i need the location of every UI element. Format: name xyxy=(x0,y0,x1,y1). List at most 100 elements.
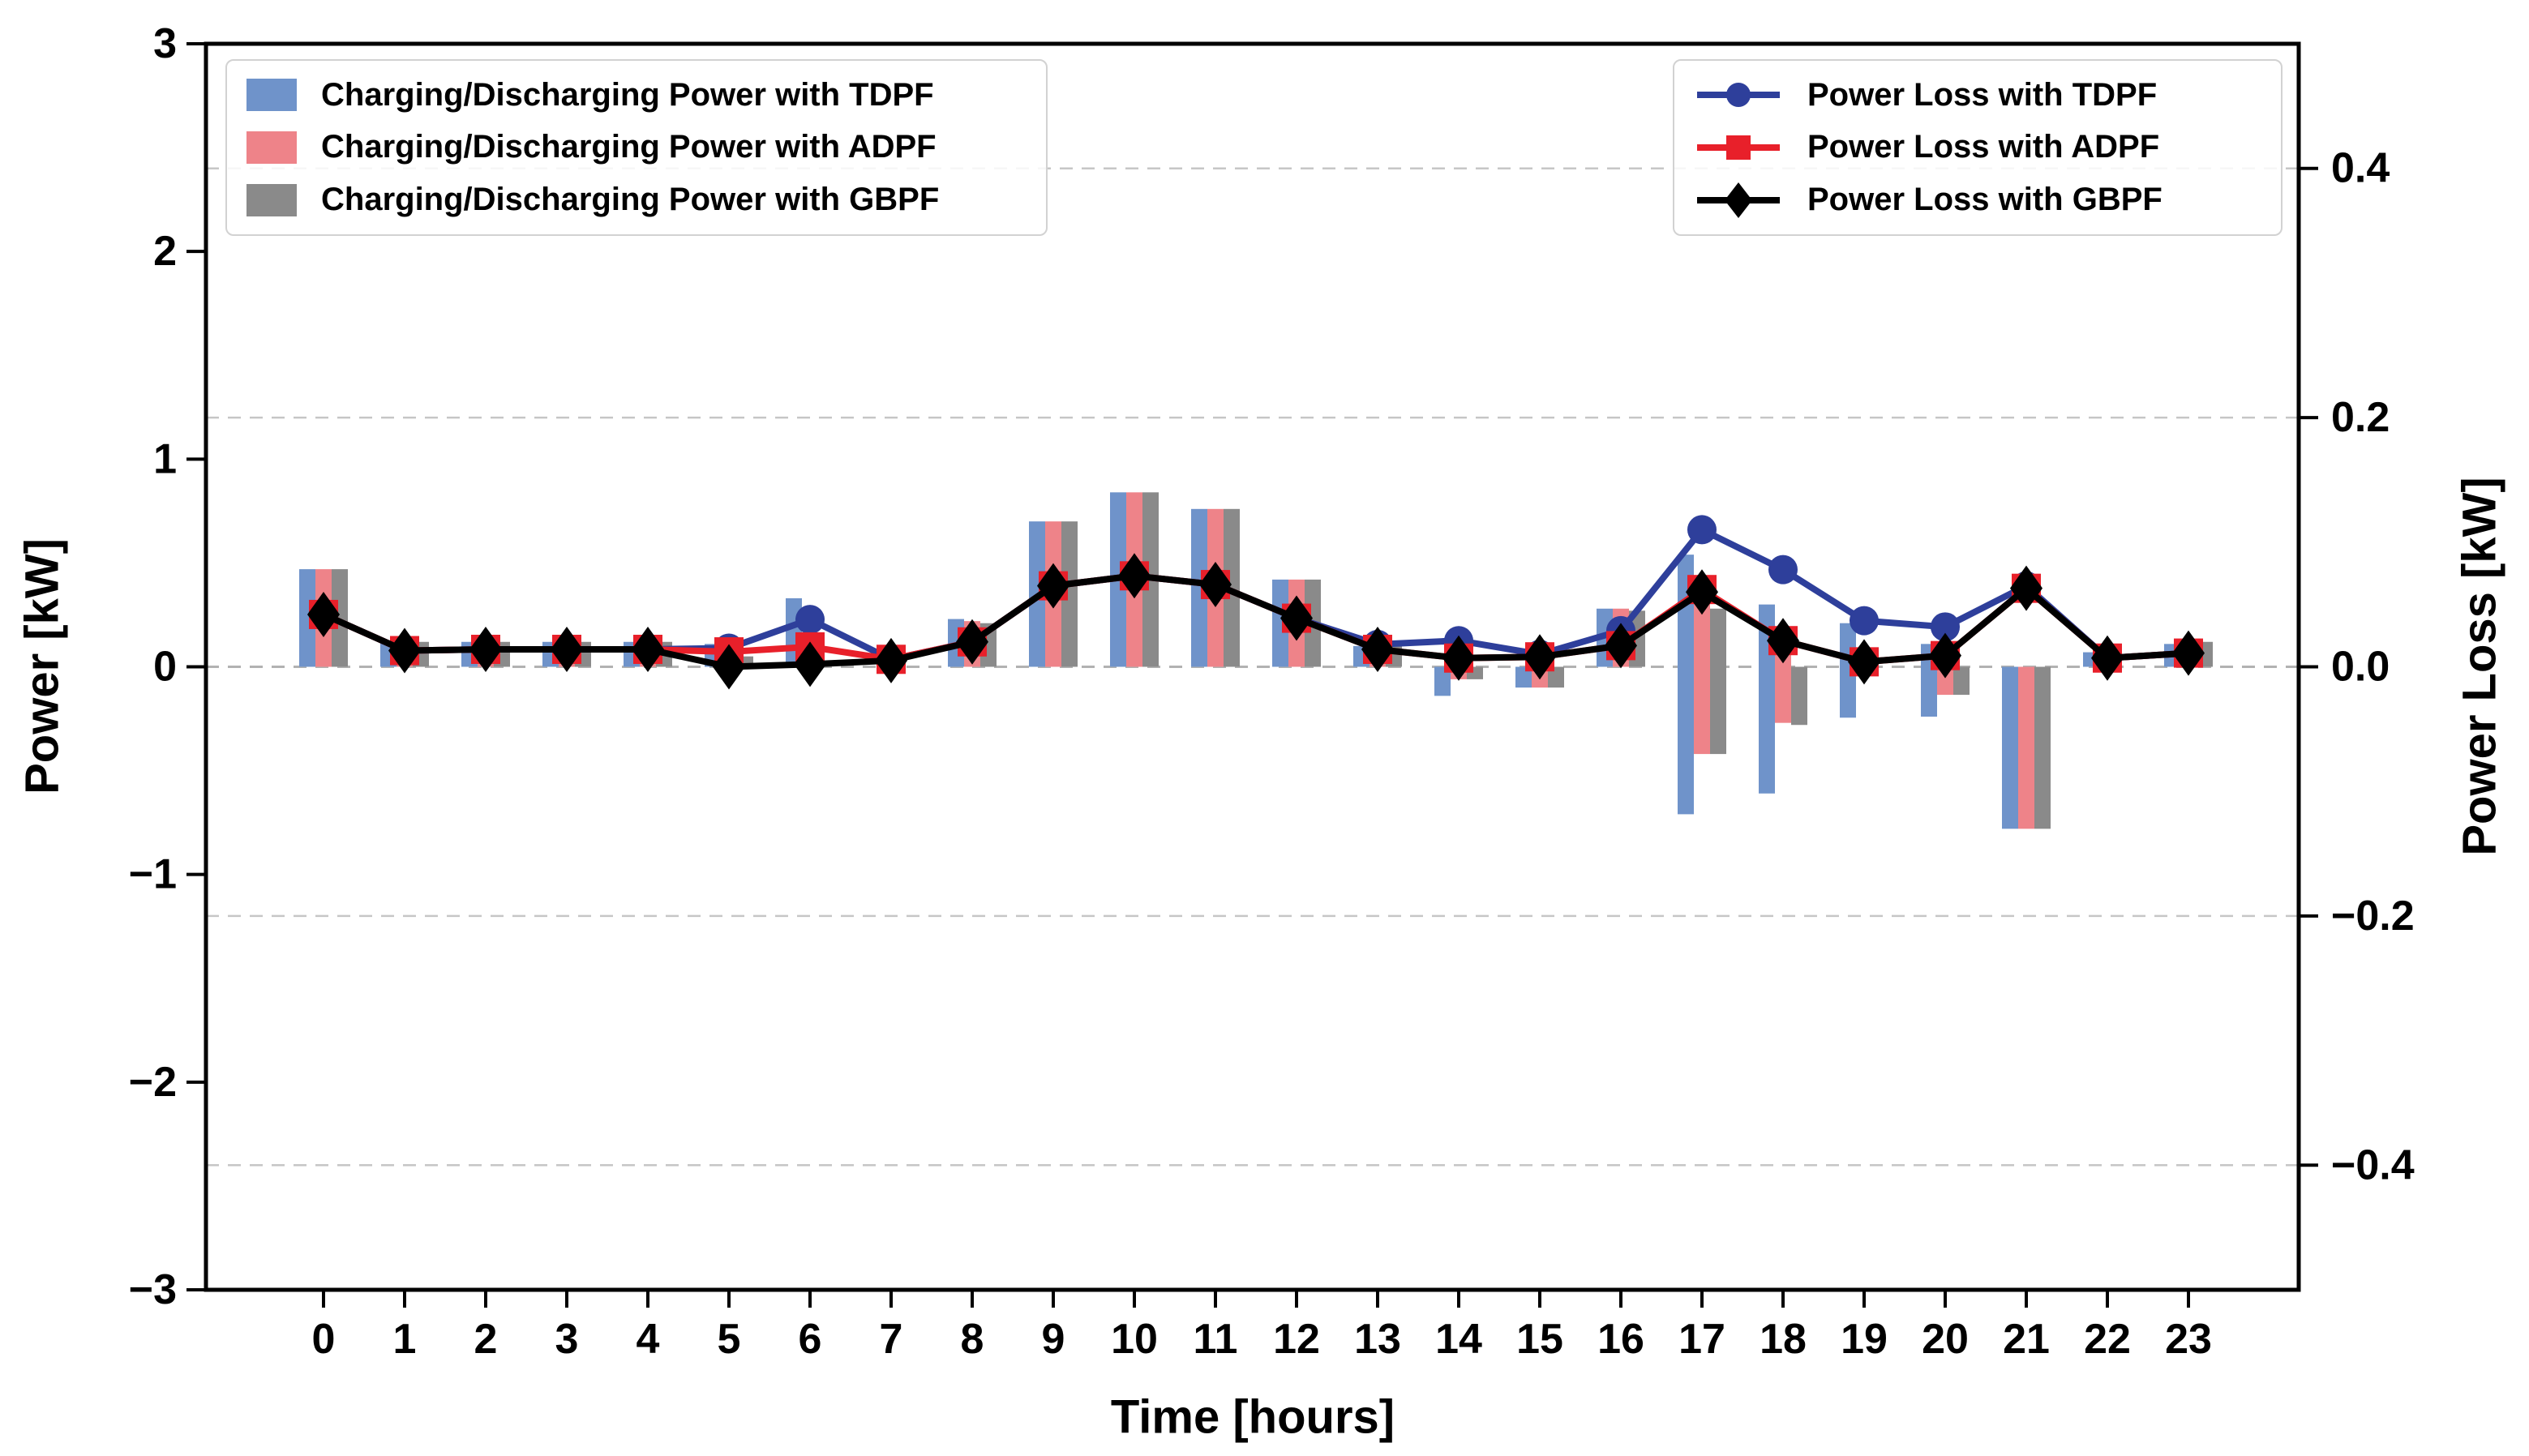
legend-lines: Power Loss with TDPF Power Loss with ADPF… xyxy=(1673,59,2283,236)
x-tick-label: 15 xyxy=(1516,1316,1563,1363)
x-tick-label: 20 xyxy=(1922,1316,1969,1363)
bar xyxy=(1061,521,1078,667)
diamond-marker xyxy=(794,641,826,687)
x-tick-label: 2 xyxy=(474,1316,498,1363)
legend-label: Power Loss with GBPF xyxy=(1807,182,2163,218)
diamond-marker xyxy=(1118,553,1151,599)
y-left-tick-label: −3 xyxy=(129,1266,177,1313)
diamond-marker xyxy=(1442,635,1475,681)
bar-swatch-icon xyxy=(246,183,297,216)
circle-marker xyxy=(1931,612,1960,642)
y-right-tick-label: 0.4 xyxy=(2331,145,2390,192)
y-left-axis-label: Power [kW] xyxy=(15,538,69,794)
diamond-marker xyxy=(2091,635,2124,681)
x-tick-label: 10 xyxy=(1111,1316,1158,1363)
diamond-marker xyxy=(388,627,421,674)
diamond-marker xyxy=(1686,569,1718,615)
diamond-marker xyxy=(2010,565,2042,611)
y-left-tick-label: 3 xyxy=(153,20,177,67)
y-left-tick-label: 0 xyxy=(153,644,177,691)
legend-item-line-2: Power Loss with GBPF xyxy=(1694,181,2261,220)
diamond-marker xyxy=(469,626,502,672)
bar xyxy=(1272,579,1288,667)
x-tick-label: 13 xyxy=(1354,1316,1401,1363)
line-series-diamond xyxy=(307,553,2205,690)
diamond-marker xyxy=(2172,630,2205,676)
diamond-marker xyxy=(1767,618,1799,664)
diamond-legend-marker-icon xyxy=(1697,182,1780,218)
x-tick-label: 0 xyxy=(312,1316,336,1363)
x-tick-label: 17 xyxy=(1678,1316,1725,1363)
circle-marker xyxy=(1850,606,1879,636)
legend-bars: Charging/Discharging Power with TDPF Char… xyxy=(225,59,1048,236)
bar xyxy=(299,569,315,667)
bar xyxy=(2002,666,2018,829)
gridlines xyxy=(206,167,2299,1167)
diamond-marker xyxy=(875,637,907,683)
x-tick-label: 14 xyxy=(1435,1316,1482,1363)
bar xyxy=(1191,508,1207,667)
legend-item-bar-2: Charging/Discharging Power with GBPF xyxy=(246,182,1027,218)
x-tick-label: 16 xyxy=(1597,1316,1644,1363)
bar xyxy=(1548,666,1564,688)
diamond-marker xyxy=(1848,639,1880,685)
x-tick-label: 22 xyxy=(2084,1316,2131,1363)
legend-label: Charging/Discharging Power with ADPF xyxy=(321,129,937,165)
legend-item-line-0: Power Loss with TDPF xyxy=(1694,75,2261,114)
diamond-marker xyxy=(1199,562,1232,608)
bar xyxy=(1791,666,1807,726)
y-right-tick-label: 0.0 xyxy=(2331,644,2390,691)
x-tick-label: 21 xyxy=(2003,1316,2050,1363)
diamond-marker xyxy=(632,626,664,672)
x-tick-label: 9 xyxy=(1042,1316,1065,1363)
x-tick-label: 11 xyxy=(1194,1316,1238,1363)
y-left-tick-label: −2 xyxy=(129,1059,177,1106)
diamond-marker xyxy=(713,644,745,690)
diamond-marker xyxy=(1524,634,1556,680)
bar-swatch-icon xyxy=(246,79,297,112)
y-right-axis-label: Power Loss [kW] xyxy=(2453,477,2506,856)
circle-marker xyxy=(795,605,825,635)
axis-ticks xyxy=(186,41,2318,1308)
legend-item-bar-0: Charging/Discharging Power with TDPF xyxy=(246,77,1027,113)
x-tick-label: 19 xyxy=(1841,1316,1888,1363)
square-legend-marker-icon xyxy=(1697,135,1780,160)
circle-marker xyxy=(1687,515,1717,545)
diamond-marker xyxy=(1929,632,1961,679)
y-right-tick-label: 0.2 xyxy=(2331,394,2390,441)
bar xyxy=(1953,666,1970,696)
bar xyxy=(332,569,348,667)
diamond-marker xyxy=(1280,595,1313,641)
x-axis-label: Time [hours] xyxy=(1110,1390,1395,1444)
x-tick-label: 4 xyxy=(637,1316,660,1363)
x-tick-label: 6 xyxy=(799,1316,822,1363)
diamond-marker xyxy=(1037,563,1069,609)
x-tick-label: 5 xyxy=(718,1316,741,1363)
x-tick-label: 23 xyxy=(2165,1316,2212,1363)
y-left-tick-label: 1 xyxy=(153,435,177,482)
diamond-marker xyxy=(1605,623,1637,669)
y-left-tick-label: 2 xyxy=(153,228,177,275)
legend-label: Power Loss with ADPF xyxy=(1807,129,2160,165)
x-tick-label: 8 xyxy=(961,1316,984,1363)
bar-series-gbpf xyxy=(332,492,2213,829)
legend-label: Power Loss with TDPF xyxy=(1807,76,2158,113)
legend-label: Charging/Discharging Power with GBPF xyxy=(321,182,940,218)
power-loss-line xyxy=(320,526,2192,663)
x-tick-label: 12 xyxy=(1273,1316,1320,1363)
bar xyxy=(1694,593,1710,755)
circle-marker xyxy=(1768,555,1798,585)
bar xyxy=(1775,650,1791,723)
bar xyxy=(1937,666,1953,696)
x-tick-label: 1 xyxy=(393,1316,417,1363)
diamond-marker xyxy=(956,619,988,665)
bar xyxy=(1678,555,1694,815)
legend-item-line-1: Power Loss with ADPF xyxy=(1694,128,2261,167)
bar xyxy=(1840,623,1856,718)
x-tick-label: 3 xyxy=(555,1316,579,1363)
x-tick-label: 7 xyxy=(880,1316,903,1363)
circle-legend-marker-icon xyxy=(1697,83,1780,108)
